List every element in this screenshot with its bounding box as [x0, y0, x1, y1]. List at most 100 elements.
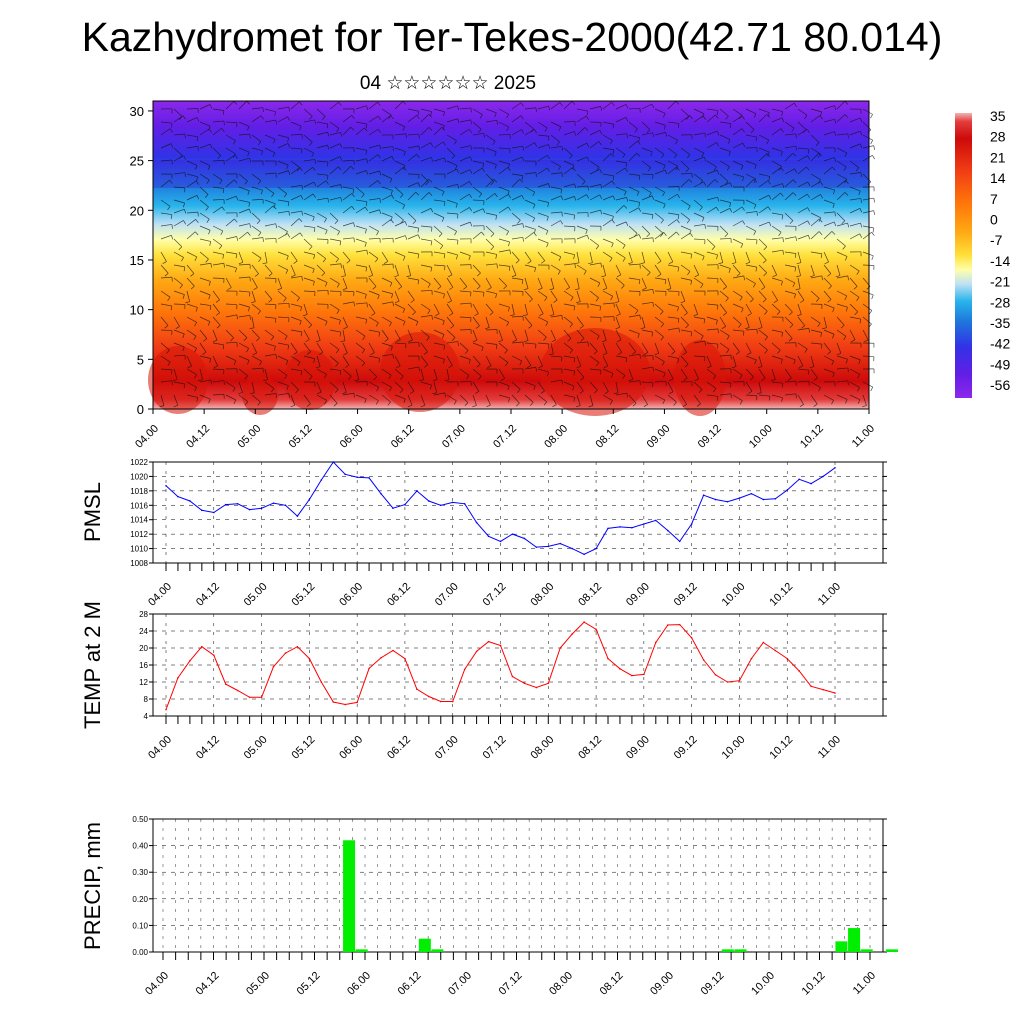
wind-barb-flag: [661, 154, 665, 159]
wind-barb: [186, 108, 199, 110]
wind-barb: [394, 212, 404, 221]
wind-barb-flag: [845, 307, 848, 312]
wind-barb: [823, 355, 834, 362]
wind-barb: [433, 316, 445, 322]
wind-barb-flag: [750, 298, 754, 303]
wind-barb-flag: [494, 193, 498, 198]
pmsl-x-tick-label: 04.12: [194, 581, 222, 609]
wind-barb-flag: [652, 367, 654, 372]
wind-barb: [186, 290, 190, 302]
wind-barb: [173, 316, 180, 327]
wind-barb-flag: [509, 249, 511, 255]
wind-barb-flag: [652, 132, 655, 138]
wind-barb: [199, 212, 210, 220]
wind-barb: [732, 220, 743, 227]
wind-barb: [394, 160, 406, 166]
wind-barb-flag: [417, 279, 420, 285]
wind-barb: [199, 329, 208, 339]
wind-barb: [446, 264, 453, 275]
temp-point: [356, 701, 358, 704]
wind-barb-flag: [375, 258, 379, 263]
wind-barb: [303, 251, 315, 255]
precip-bar: [848, 928, 861, 952]
wind-barb-flag: [406, 275, 411, 278]
precip-x-tick-label: 11.00: [851, 970, 878, 997]
wind-barb-flag: [248, 202, 251, 207]
wind-barb-flag: [806, 166, 810, 171]
wind-barb: [238, 231, 248, 240]
wind-barb: [277, 290, 287, 299]
wind-barb: [173, 264, 185, 268]
wind-barb-flag: [315, 340, 321, 343]
wind-barb-flag: [662, 399, 666, 405]
wind-barb: [836, 133, 848, 136]
wind-barb: [173, 354, 185, 357]
wind-barb-flag: [312, 268, 315, 274]
wind-barb-flag: [517, 389, 521, 393]
wind-barb-flag: [792, 192, 797, 197]
wind-barb: [771, 342, 781, 351]
wind-barb-flag: [449, 286, 454, 290]
wind-barb: [758, 394, 770, 397]
wind-barb-flag: [275, 318, 277, 323]
wind-barb-flag: [860, 172, 862, 177]
wind-barb-flag: [796, 262, 802, 265]
wind-barb-flag: [197, 146, 199, 151]
wind-barb: [693, 277, 704, 285]
wind-barb: [355, 381, 368, 383]
wind-barb-flag: [340, 132, 343, 137]
wind-barb: [368, 115, 379, 123]
wind-barb: [277, 106, 289, 110]
wind-barb: [589, 368, 601, 371]
wind-barb: [420, 264, 432, 268]
wind-barb: [797, 147, 809, 150]
wind-barb: [407, 366, 419, 370]
wind-barb: [680, 264, 691, 272]
wind-barb-flag: [617, 352, 622, 355]
wind-barb: [394, 277, 403, 287]
wind-barb: [758, 303, 768, 312]
wind-barb-flag: [545, 321, 549, 327]
wind-barb-flag: [247, 360, 250, 365]
wind-barb: [329, 143, 341, 149]
wind-barb-flag: [832, 334, 835, 339]
wind-barb-flag: [325, 321, 328, 326]
wind-barb-flag: [622, 154, 626, 159]
wind-barb: [667, 219, 678, 227]
wind-barb-flag: [301, 211, 303, 216]
wind-barb-flag: [730, 393, 732, 399]
precip-x-tick-label: 07.00: [446, 970, 474, 998]
wind-barb: [446, 118, 458, 123]
wind-barb-flag: [844, 179, 848, 184]
wind-barb: [407, 329, 413, 341]
wind-barb: [810, 194, 821, 201]
wind-barb: [849, 172, 861, 175]
wind-barb: [342, 355, 350, 366]
wind-barb: [199, 394, 211, 400]
wind-barb: [160, 394, 165, 406]
wind-barb: [160, 121, 172, 124]
wind-barb-flag: [442, 359, 445, 364]
wind-barb: [550, 220, 561, 227]
wind-barb-flag: [857, 374, 860, 379]
wind-barb-flag: [327, 145, 330, 150]
wind-barb-flag: [548, 353, 554, 356]
wind-barb: [381, 212, 393, 218]
wind-barb-flag: [810, 275, 815, 278]
wind-barb: [758, 264, 768, 274]
wind-barb: [433, 355, 445, 360]
wind-barb-flag: [663, 372, 666, 378]
wind-barb: [862, 197, 874, 201]
wind-barb: [303, 225, 315, 228]
wind-barb-flag: [277, 288, 282, 291]
wind-barb: [303, 316, 312, 326]
wind-barb: [459, 193, 470, 201]
wind-barb-flag: [222, 254, 225, 259]
wind-barb: [290, 381, 299, 391]
wind-barb: [446, 368, 450, 380]
wind-barb-flag: [780, 281, 783, 286]
wind-barb: [238, 355, 250, 361]
wind-barb: [433, 121, 445, 126]
wind-barb-flag: [350, 126, 355, 131]
wind-barb: [862, 225, 874, 229]
